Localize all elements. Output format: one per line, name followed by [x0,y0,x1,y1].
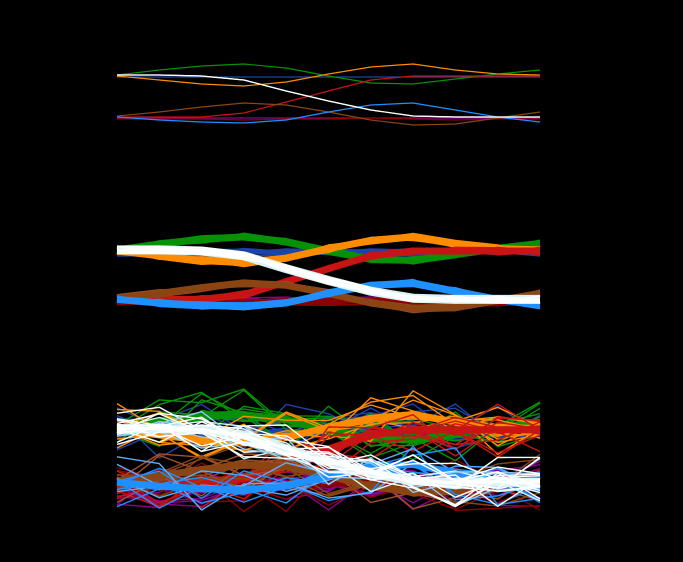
trajectory-line [117,248,540,301]
trajectory-line [117,247,540,303]
trajectory-line [116,412,541,498]
trajectory-line [117,74,540,118]
trajectory-line [117,426,540,486]
panel-middle [116,232,541,314]
trajectory-line [116,279,541,310]
trajectory-line [116,426,541,492]
panel-top [116,63,541,126]
trajectory-line [116,63,541,87]
trajectory-line [116,416,541,487]
trajectory-line [116,102,541,124]
trajectory-line [116,63,541,85]
panel-bottom [116,388,541,513]
trajectory-line [116,410,541,447]
trajectory-line [117,75,540,118]
trajectory-line [117,427,540,484]
trajectory-line [117,117,540,121]
trajectory-line [116,423,541,488]
trajectory-line [116,423,541,482]
trajectory-line [116,233,541,267]
